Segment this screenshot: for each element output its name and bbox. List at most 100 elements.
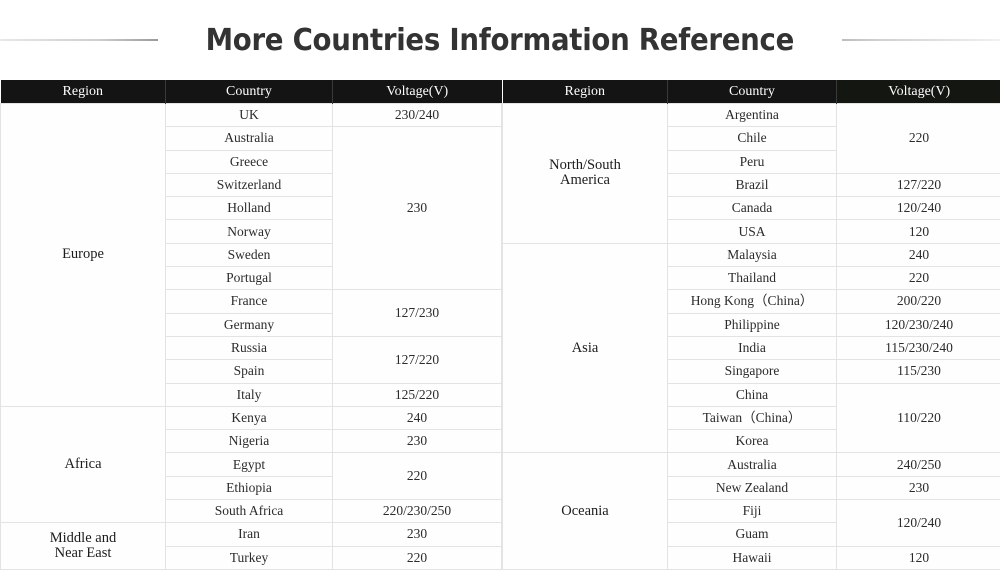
table-row: China 110/220 [503,382,1000,454]
table-row: Hawaii 120 [503,545,1000,570]
country-cell: UK [165,102,333,128]
country-cell: Hong Kong（China） [667,289,837,314]
table-row: Africa Kenya 240 [0,405,502,524]
country-cell: Sweden [165,242,333,268]
country-cell: Russia [165,335,333,361]
voltage-cell: 127/230 [332,289,502,337]
table-row: Portugal [1,266,502,291]
country-cell: Australia [667,452,837,477]
table-row: Fiji 120/240 [503,499,1000,547]
country-cell: Thailand [667,266,837,291]
country-cell: Greece [165,149,333,174]
title-rule-right [841,39,1000,41]
table-row: Europe UK 230/240 [0,102,502,407]
country-cell: Hawaii [667,545,837,570]
voltage-table-left: Region Country Voltage(V) Europe UK 230/240 A… [0,80,502,570]
column-header-voltagev-right[interactable]: Voltage(V) [836,80,1000,104]
country-cell: Argentina [667,102,837,128]
table-row: Taiwan（China） [503,405,1000,431]
voltage-cell: 240 [332,405,502,431]
country-cell: India [667,335,837,361]
country-cell: Egypt [165,452,333,477]
table-row: Holland [1,196,502,221]
voltage-cell: 240/250 [836,452,1000,477]
table-row: France 127/230 [1,289,502,337]
table-row: Oceania Australia 240/250 [502,452,1000,570]
voltage-cell: 220 [332,545,502,570]
country-cell: New Zealand [667,475,837,501]
voltage-cell: 230 [332,126,502,291]
column-header-country-left[interactable]: Country [165,80,333,104]
table-row: Asia Malaysia 240 [502,242,1000,454]
column-header-region-right[interactable]: Region [502,80,668,104]
voltage-cell: 115/230 [836,359,1000,384]
country-cell: Spain [165,359,333,384]
country-cell: South Africa [165,499,333,524]
table-row: Middle and Near East Iran 230 [0,522,502,570]
region-cell: Asia [502,242,668,454]
table-header-right: Region Country Voltage(V) [502,80,1000,104]
table-row: Switzerland [1,172,502,198]
table-row: Canada 120/240 [503,196,1000,221]
table-body-right: North/South America Argentina 220 Chile Peru B… [502,102,1000,570]
table-row: Ethiopia [1,475,502,501]
voltage-cell: 230/240 [332,102,502,128]
table-row: Spain [1,359,502,384]
voltage-cell: 115/230/240 [836,335,1000,361]
table-row: New Zealand 230 [503,475,1000,501]
table-row: South Africa 220/230/250 [1,499,502,524]
voltage-cell: 220/230/250 [332,499,502,524]
country-cell: Turkey [165,545,333,570]
country-cell: USA [667,219,837,244]
country-cell: France [165,289,333,314]
country-cell: Malaysia [667,242,837,268]
column-header-region-left[interactable]: Region [0,80,166,104]
country-cell: Philippine [667,312,837,337]
table-row: Turkey 220 [1,545,502,570]
voltage-cell: 127/220 [836,172,1000,198]
table-row: Guam [503,522,1000,547]
country-cell: Nigeria [165,429,333,454]
country-cell: Brazil [667,172,837,198]
voltage-cell: 230 [332,522,502,547]
table-row: Greece [1,149,502,174]
region-cell: North/South America [502,103,668,244]
voltage-cell: 120/240 [836,499,1000,547]
country-cell: China [667,382,837,407]
page-title-bar: More Countries Information Reference [0,0,1000,80]
voltage-cell: 200/220 [836,289,1000,314]
table-row: Philippine 120/230/240 [503,312,1000,337]
column-header-voltagev-left[interactable]: Voltage(V) [332,80,502,104]
table-header-left: Region Country Voltage(V) [0,80,502,104]
table-row: Korea [503,429,1000,454]
voltage-cell: 240 [836,242,1000,268]
country-cell: Guam [667,522,837,547]
table-row: North/South America Argentina 220 [502,102,1000,244]
country-cell: Germany [165,312,333,337]
region-cell: Europe [0,103,166,407]
voltage-cell: 120 [836,545,1000,570]
table-row: Germany [1,312,502,337]
region-cell: Middle and Near East [0,522,166,570]
voltage-cell: 127/220 [332,335,502,384]
voltage-cell: 230 [332,429,502,454]
country-cell: Portugal [165,266,333,291]
country-cell: Norway [165,219,333,244]
table-row: USA 120 [503,219,1000,244]
country-cell: Taiwan（China） [667,405,837,431]
table-row: Peru [503,149,1000,174]
country-cell: Australia [165,126,333,151]
voltage-table-right: Region Country Voltage(V) North/South Ameri… [502,80,1000,570]
table-body-left: Europe UK 230/240 Australia 230 Greece Switzer… [0,102,502,570]
country-cell: Canada [667,196,837,221]
table-row: Hong Kong（China） 200/220 [503,289,1000,314]
country-cell: Singapore [667,359,837,384]
header-row: Region Country Voltage(V) [0,80,502,104]
country-cell: Peru [667,149,837,174]
country-cell: Ethiopia [165,475,333,501]
table-row: Egypt 220 [1,452,502,501]
column-header-country-right[interactable]: Country [667,80,837,104]
table-row: Norway [1,219,502,244]
country-cell: Switzerland [165,172,333,198]
voltage-cell: 120/240 [836,196,1000,221]
